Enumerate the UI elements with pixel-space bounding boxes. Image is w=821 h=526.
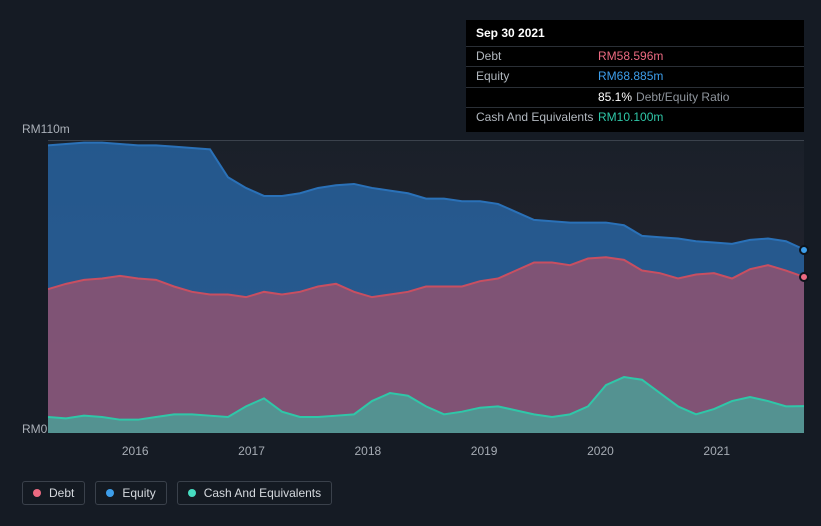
- x-axis-tick: 2019: [471, 444, 498, 458]
- tooltip-row: Cash And EquivalentsRM10.100m: [466, 107, 804, 128]
- tooltip-row-label: Equity: [476, 69, 598, 85]
- tooltip-row-value: RM58.596m: [598, 49, 663, 65]
- y-axis-max-label: RM110m: [22, 122, 70, 136]
- tooltip-row-value: RM10.100m: [598, 110, 663, 126]
- legend-item[interactable]: Cash And Equivalents: [177, 481, 332, 505]
- tooltip-row-value: RM68.885m: [598, 69, 663, 85]
- legend-label: Cash And Equivalents: [204, 486, 321, 500]
- legend-swatch: [33, 489, 41, 497]
- legend: Debt Equity Cash And Equivalents: [22, 481, 332, 505]
- tooltip-row-label: Cash And Equivalents: [476, 110, 598, 126]
- tooltip-row: EquityRM68.885m: [466, 66, 804, 87]
- legend-label: Debt: [49, 486, 74, 500]
- x-axis-tick: 2021: [703, 444, 730, 458]
- legend-item[interactable]: Equity: [95, 481, 166, 505]
- x-axis-tick: 2020: [587, 444, 614, 458]
- legend-label: Equity: [122, 486, 155, 500]
- tooltip-title: Sep 30 2021: [466, 26, 804, 46]
- legend-item[interactable]: Debt: [22, 481, 85, 505]
- x-axis-tick: 2018: [354, 444, 381, 458]
- area-chart[interactable]: [48, 140, 804, 433]
- equity-end-marker: [799, 245, 809, 255]
- tooltip-row-label: Debt: [476, 49, 598, 65]
- tooltip-row-value: 85.1%: [598, 90, 632, 106]
- tooltip-row-label: [476, 90, 598, 106]
- tooltip-row: 85.1% Debt/Equity Ratio: [466, 87, 804, 108]
- y-axis-min-label: RM0: [22, 422, 47, 436]
- legend-swatch: [106, 489, 114, 497]
- tooltip-row-suffix: Debt/Equity Ratio: [636, 90, 729, 106]
- debt-end-marker: [799, 272, 809, 282]
- chart-container: Sep 30 2021 DebtRM58.596mEquityRM68.885m…: [0, 0, 821, 526]
- chart-tooltip: Sep 30 2021 DebtRM58.596mEquityRM68.885m…: [466, 20, 804, 132]
- x-axis-tick: 2017: [238, 444, 265, 458]
- tooltip-row: DebtRM58.596m: [466, 46, 804, 67]
- legend-swatch: [188, 489, 196, 497]
- x-axis-tick: 2016: [122, 444, 149, 458]
